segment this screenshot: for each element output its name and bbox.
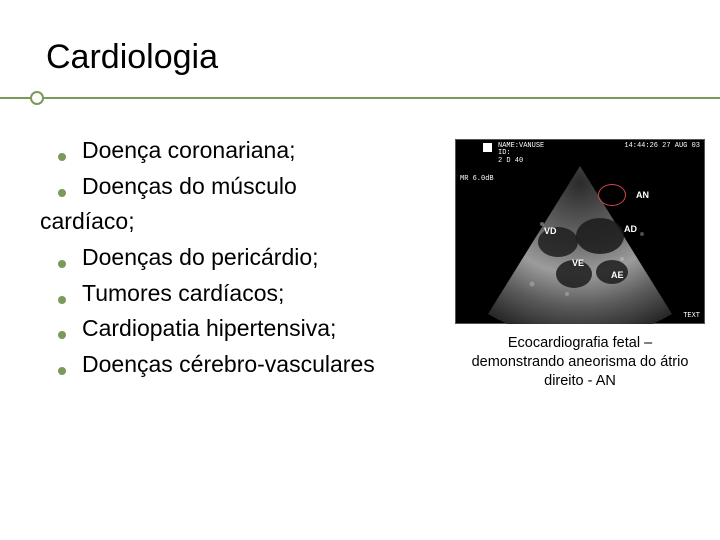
bullet-icon — [58, 260, 66, 268]
content-area: Doença coronariana; Doenças do músculo c… — [40, 133, 680, 391]
bullet-column: Doença coronariana; Doenças do músculo c… — [40, 133, 435, 391]
bullet-text: Tumores cardíacos; — [82, 276, 435, 312]
chamber-labels: AN VD AD VE AE — [456, 140, 704, 323]
bullet-icon — [58, 189, 66, 197]
caption-line: demonstrando aneorisma do átrio — [472, 354, 689, 370]
bullet-text: Doenças do pericárdio; — [82, 240, 435, 276]
bullet-text: Doença coronariana; — [82, 133, 435, 169]
slide-title: Cardiologia — [40, 38, 680, 77]
bullet-continuation: cardíaco; — [40, 204, 435, 240]
list-item: Doenças cérebro-vasculares — [40, 347, 435, 383]
list-item: Doenças do músculo — [40, 169, 435, 205]
label-an: AN — [636, 190, 649, 200]
list-item: Doença coronariana; — [40, 133, 435, 169]
list-item: Tumores cardíacos; — [40, 276, 435, 312]
caption-line: direito - AN — [544, 373, 616, 389]
bullet-icon — [58, 331, 66, 339]
title-divider — [40, 91, 680, 105]
list-item: Cardiopatia hipertensiva; — [40, 311, 435, 347]
label-ad: AD — [624, 224, 637, 234]
bullet-icon — [58, 153, 66, 161]
caption-line: Ecocardiografia fetal – — [508, 335, 652, 351]
ultrasound-image: NAME:VANUSE ID: 2 D 40 14:44:26 27 AUG 0… — [455, 139, 705, 324]
label-ae: AE — [611, 270, 624, 280]
list-item: Doenças do pericárdio; — [40, 240, 435, 276]
figure-caption: Ecocardiografia fetal – demonstrando ane… — [445, 334, 715, 391]
bullet-icon — [58, 367, 66, 375]
label-vd: VD — [544, 226, 557, 236]
bullet-text: Doenças cérebro-vasculares — [82, 347, 435, 383]
figure-column: NAME:VANUSE ID: 2 D 40 14:44:26 27 AUG 0… — [445, 133, 715, 391]
label-ve: VE — [572, 258, 584, 268]
bullet-text: Cardiopatia hipertensiva; — [82, 311, 435, 347]
bullet-text: Doenças do músculo — [82, 169, 435, 205]
bullet-icon — [58, 296, 66, 304]
